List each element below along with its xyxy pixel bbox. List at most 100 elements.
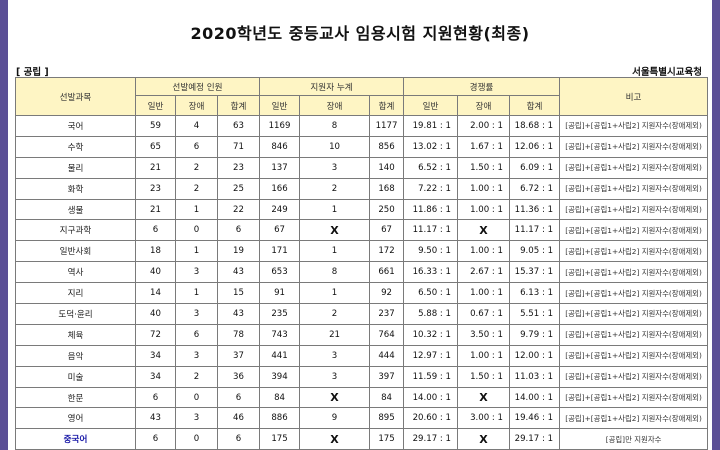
ratio-general-cell: 13.02 : 1 xyxy=(403,135,459,158)
note-cell: [공립]+[공립1+사립2] 지원자수(장애제외) xyxy=(559,115,709,137)
header-subject: 선발과목 xyxy=(15,77,136,116)
applicants-disabled-cell: X xyxy=(299,219,371,242)
planned-disabled-cell: 2 xyxy=(175,177,218,200)
applicants-general-cell: 653 xyxy=(259,261,301,284)
applicants-total-cell: 237 xyxy=(369,303,405,325)
header-ratio: 경쟁률 xyxy=(403,77,561,96)
ratio-general-cell: 16.33 : 1 xyxy=(403,261,459,284)
note-cell: [공립]+[공립1+사립2] 지원자수(장애제외) xyxy=(559,344,709,367)
applicants-disabled-cell: 2 xyxy=(299,177,371,200)
applicants-general-cell: 249 xyxy=(259,198,301,221)
applicants-general-cell: 846 xyxy=(259,135,301,158)
applicants-general-cell: 441 xyxy=(259,344,301,367)
planned-disabled-cell: 2 xyxy=(175,365,218,388)
applicants-general-cell: 175 xyxy=(259,428,301,450)
ratio-total-cell: 19.46 : 1 xyxy=(509,407,561,430)
planned-general-cell: 34 xyxy=(135,344,176,367)
applicants-general-cell: 886 xyxy=(259,407,301,430)
ratio-disabled-cell: 0.67 : 1 xyxy=(457,303,511,325)
note-cell: [공립]+[공립1+사립2] 지원자수(장애제외) xyxy=(559,240,709,263)
header-applicants-disabled: 장애 xyxy=(299,95,371,116)
subject-cell: 수학 xyxy=(15,135,136,158)
table-row: 지리 14 1 15 91 1 92 6.50 : 1 1.00 : 1 6.13 : 1 [공립]… xyxy=(15,282,709,305)
ratio-total-cell: 12.06 : 1 xyxy=(509,135,561,158)
ratio-total-cell: 11.36 : 1 xyxy=(509,198,561,221)
planned-disabled-cell: 2 xyxy=(175,156,218,179)
table-row: 도덕·윤리 40 3 43 235 2 237 5.88 : 1 0.67 : 1 5.51 : … xyxy=(15,303,709,325)
table-row: 역사 40 3 43 653 8 661 16.33 : 1 2.67 : 1 15.37 : 1… xyxy=(15,261,709,284)
applicants-total-cell: 172 xyxy=(369,240,405,263)
planned-total-cell: 37 xyxy=(216,344,261,367)
applicants-disabled-cell: 3 xyxy=(299,156,371,179)
ratio-disabled-cell: 1.00 : 1 xyxy=(457,177,511,200)
subject-cell: 국어 xyxy=(15,115,136,137)
applicants-total-cell: 168 xyxy=(369,177,405,200)
ratio-general-cell: 11.17 : 1 xyxy=(403,219,459,242)
ratio-general-cell: 11.59 : 1 xyxy=(403,365,459,388)
table-row: 생물 21 1 22 249 1 250 11.86 : 1 1.00 : 1 11.36 : 1… xyxy=(15,198,709,221)
office-label: 서울특별시교육청 xyxy=(632,67,702,78)
ratio-general-cell: 20.60 : 1 xyxy=(403,407,459,430)
table-row: 화학 23 2 25 166 2 168 7.22 : 1 1.00 : 1 6.72 : 1 [공… xyxy=(15,177,709,200)
ratio-disabled-cell: 1.00 : 1 xyxy=(457,344,511,367)
ratio-disabled-cell: 1.50 : 1 xyxy=(457,156,511,179)
ratio-disabled-cell: 2.00 : 1 xyxy=(457,115,511,137)
table-row: 수학 65 6 71 846 10 856 13.02 : 1 1.67 : 1 12.06 : … xyxy=(15,135,709,158)
planned-total-cell: 19 xyxy=(216,240,261,263)
ratio-disabled-cell: 3.00 : 1 xyxy=(457,407,511,430)
ratio-disabled-cell: 1.00 : 1 xyxy=(457,198,511,221)
table-row: 한문 6 0 6 84 X 84 14.00 : 1 X 14.00 : 1 [공립]+[공립1+사… xyxy=(15,386,709,409)
applicants-total-cell: 856 xyxy=(369,135,405,158)
planned-total-cell: 22 xyxy=(216,198,261,221)
subject-cell: 화학 xyxy=(15,177,136,200)
planned-total-cell: 46 xyxy=(216,407,261,430)
table-row: 물리 21 2 23 137 3 140 6.52 : 1 1.50 : 1 6.09 : 1 [공… xyxy=(15,156,709,179)
note-cell: [공립]만 지원자수 xyxy=(559,428,709,450)
header-ratio-general: 일반 xyxy=(403,95,459,116)
applicants-disabled-cell: 3 xyxy=(299,344,371,367)
planned-total-cell: 36 xyxy=(216,365,261,388)
planned-disabled-cell: 6 xyxy=(175,323,218,346)
ratio-general-cell: 11.86 : 1 xyxy=(403,198,459,221)
ratio-total-cell: 5.51 : 1 xyxy=(509,303,561,325)
note-cell: [공립]+[공립1+사립2] 지원자수(장애제외) xyxy=(559,135,709,158)
document-page: 2020학년도 중등교사 임용시험 지원현황(최종) [ 공립 ] 서울특별시교… xyxy=(8,0,712,450)
header-ratio-total: 합계 xyxy=(509,95,561,116)
planned-general-cell: 59 xyxy=(135,115,176,137)
ratio-general-cell: 7.22 : 1 xyxy=(403,177,459,200)
applicants-general-cell: 67 xyxy=(259,219,301,242)
subject-cell: 도덕·윤리 xyxy=(15,303,136,325)
applicants-disabled-cell: X xyxy=(299,386,371,409)
header-ratio-disabled: 장애 xyxy=(457,95,511,116)
applicants-disabled-cell: 2 xyxy=(299,303,371,325)
subject-cell: 역사 xyxy=(15,261,136,284)
table-row: 미술 34 2 36 394 3 397 11.59 : 1 1.50 : 1 11.03 : 1… xyxy=(15,365,709,388)
note-cell: [공립]+[공립1+사립2] 지원자수(장애제외) xyxy=(559,261,709,284)
applicants-total-cell: 92 xyxy=(369,282,405,305)
applicants-disabled-cell: 10 xyxy=(299,135,371,158)
ratio-disabled-cell: 1.00 : 1 xyxy=(457,240,511,263)
planned-disabled-cell: 4 xyxy=(175,115,218,137)
planned-general-cell: 14 xyxy=(135,282,176,305)
planned-general-cell: 65 xyxy=(135,135,176,158)
applicants-total-cell: 250 xyxy=(369,198,405,221)
ratio-general-cell: 6.52 : 1 xyxy=(403,156,459,179)
subject-cell: 영어 xyxy=(15,407,136,430)
planned-total-cell: 6 xyxy=(216,219,261,242)
planned-total-cell: 6 xyxy=(216,386,261,409)
ratio-disabled-cell: X xyxy=(457,428,511,450)
subject-cell: 한문 xyxy=(15,386,136,409)
applicants-general-cell: 394 xyxy=(259,365,301,388)
note-cell: [공립]+[공립1+사립2] 지원자수(장애제외) xyxy=(559,198,709,221)
planned-general-cell: 40 xyxy=(135,261,176,284)
subject-cell: 음악 xyxy=(15,344,136,367)
ratio-total-cell: 12.00 : 1 xyxy=(509,344,561,367)
category-label: [ 공립 ] xyxy=(16,67,49,78)
header-applicants-total: 합계 xyxy=(369,95,405,116)
applicants-total-cell: 661 xyxy=(369,261,405,284)
note-cell: [공립]+[공립1+사립2] 지원자수(장애제외) xyxy=(559,156,709,179)
ratio-disabled-cell: 1.50 : 1 xyxy=(457,365,511,388)
planned-general-cell: 18 xyxy=(135,240,176,263)
subject-cell: 물리 xyxy=(15,156,136,179)
note-cell: [공립]+[공립1+사립2] 지원자수(장애제외) xyxy=(559,219,709,242)
